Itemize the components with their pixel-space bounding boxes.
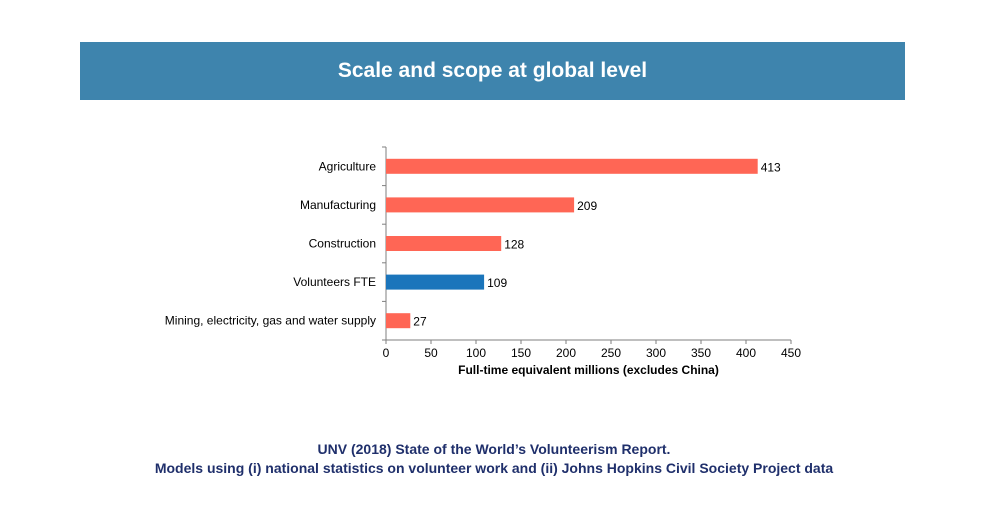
x-tick-label: 150 [511, 346, 531, 360]
x-tick-label: 0 [383, 346, 390, 360]
x-tick-label: 50 [424, 346, 438, 360]
data-label: 109 [487, 276, 507, 290]
x-tick-label: 250 [601, 346, 621, 360]
category-label: Volunteers FTE [293, 275, 376, 289]
x-tick-label: 450 [781, 346, 801, 360]
bar [386, 313, 411, 329]
bar [386, 236, 502, 251]
title-banner: Scale and scope at global level [80, 42, 905, 100]
x-axis-title: Full-time equivalent millions (excludes … [458, 363, 719, 377]
x-tick-label: 350 [691, 346, 711, 360]
category-label: Construction [309, 237, 376, 251]
data-label: 27 [413, 315, 427, 329]
source-line-2: Models using (i) national statistics on … [154, 460, 834, 476]
bar [386, 274, 485, 290]
data-label: 128 [504, 238, 524, 252]
bar [386, 158, 758, 174]
category-label: Mining, electricity, gas and water suppl… [165, 314, 376, 328]
x-tick-label: 200 [556, 346, 576, 360]
x-tick-label: 400 [736, 346, 756, 360]
page-title: Scale and scope at global level [337, 59, 648, 82]
category-label: Manufacturing [300, 198, 376, 212]
bar [386, 197, 575, 213]
x-tick-label: 300 [646, 346, 666, 360]
data-label: 209 [577, 199, 597, 213]
x-tick-label: 100 [466, 346, 486, 360]
data-label: 413 [761, 160, 781, 174]
category-label: Agriculture [319, 159, 377, 173]
source-line-1: UNV (2018) State of the World’s Voluntee… [317, 441, 671, 457]
